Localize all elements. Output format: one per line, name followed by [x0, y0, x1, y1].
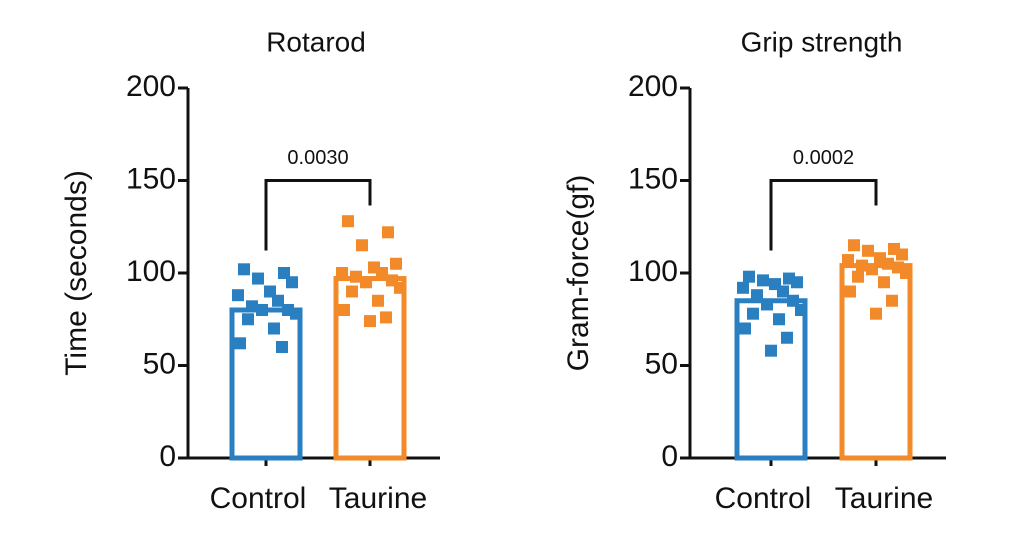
data-point — [795, 304, 807, 316]
data-point — [743, 270, 755, 283]
data-point — [336, 267, 348, 279]
y-tick-label: 50 — [645, 347, 678, 380]
data-point — [234, 337, 246, 350]
data-point — [765, 344, 777, 357]
data-point — [252, 272, 264, 285]
data-point — [900, 267, 912, 279]
data-point — [360, 276, 372, 289]
bar — [229, 307, 303, 461]
data-point — [382, 226, 394, 239]
data-point — [276, 341, 288, 353]
data-point — [256, 304, 268, 316]
data-point — [842, 254, 854, 267]
data-point — [346, 285, 358, 298]
data-point — [882, 257, 894, 270]
chart-title: Grip strength — [741, 26, 903, 57]
data-point — [896, 248, 908, 261]
data-point — [870, 307, 882, 320]
data-point — [290, 307, 302, 320]
data-point — [737, 281, 749, 294]
y-tick-label: 0 — [661, 440, 678, 473]
data-point — [856, 259, 868, 272]
data-point — [751, 289, 763, 302]
significance-bracket — [769, 179, 878, 251]
y-axis-label: Gram-force(gf) — [562, 175, 595, 372]
data-point — [342, 215, 354, 228]
x-tick-label: Taurine — [329, 482, 427, 515]
data-point — [866, 263, 878, 276]
y-tick-label: 100 — [126, 255, 176, 288]
x-tick-label: Control — [210, 482, 307, 515]
data-point — [848, 239, 860, 252]
data-point — [350, 270, 362, 283]
y-tick-label: 200 — [126, 70, 176, 103]
data-point — [356, 239, 368, 252]
data-point — [394, 281, 406, 294]
y-tick-label: 150 — [628, 162, 678, 195]
y-tick-label: 100 — [628, 255, 678, 288]
data-point — [773, 313, 785, 326]
data-point — [886, 294, 898, 307]
data-point — [852, 270, 864, 283]
p-value: 0.0030 — [287, 147, 348, 169]
data-point — [268, 322, 280, 335]
y-axis-label: Time (seconds) — [60, 170, 93, 376]
data-point — [232, 289, 244, 302]
data-point — [878, 276, 890, 289]
data-point — [739, 322, 751, 335]
data-point — [376, 267, 388, 279]
data-point — [862, 244, 874, 257]
y-tick-label: 50 — [143, 347, 176, 380]
data-point — [757, 274, 769, 287]
y-tick-label: 0 — [159, 440, 176, 473]
data-point — [238, 263, 250, 276]
data-point — [246, 300, 258, 313]
y-tick-label: 150 — [126, 162, 176, 195]
data-point — [364, 315, 376, 328]
data-point — [390, 257, 402, 270]
y-tick-label: 200 — [628, 70, 678, 103]
data-point — [278, 267, 290, 279]
chart-title: Rotarod — [266, 26, 366, 57]
data-point — [791, 276, 803, 289]
data-point — [761, 298, 773, 311]
data-point — [844, 285, 856, 298]
p-value: 0.0002 — [793, 147, 854, 169]
data-point — [747, 307, 759, 320]
x-tick-label: Taurine — [835, 482, 933, 515]
data-point — [787, 294, 799, 307]
significance-bracket — [264, 179, 372, 251]
data-point — [777, 285, 789, 298]
data-point — [338, 304, 350, 316]
data-point — [372, 294, 384, 307]
data-point — [286, 276, 298, 289]
x-tick-label: Control — [715, 482, 812, 515]
data-point — [380, 311, 392, 324]
data-point — [264, 285, 276, 298]
data-point — [242, 313, 254, 326]
data-point — [272, 294, 284, 307]
data-point — [781, 331, 793, 344]
